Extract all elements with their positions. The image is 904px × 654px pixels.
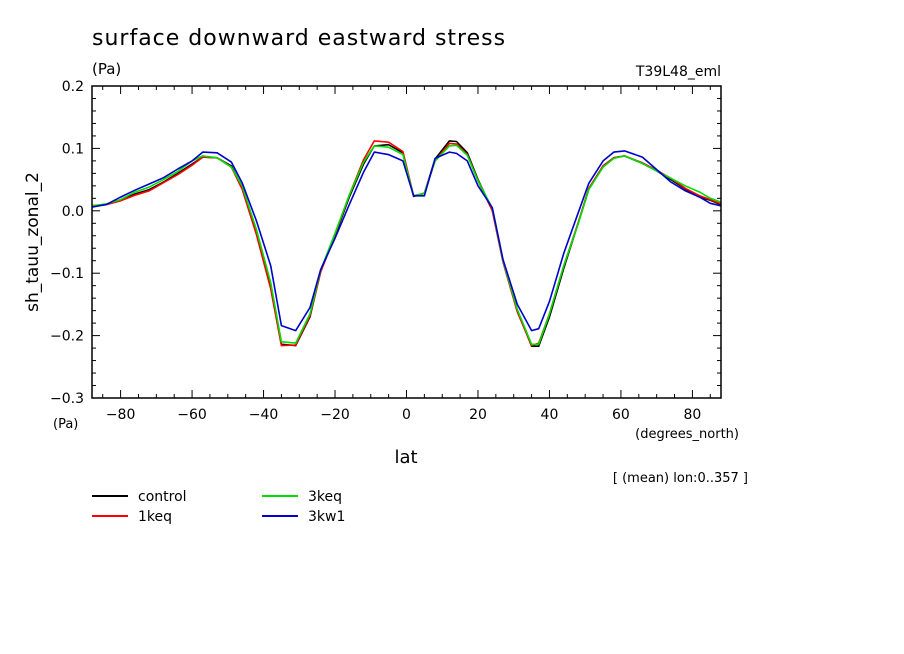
x-tick-label: 20 [469, 407, 487, 423]
x-tick-label: −20 [320, 407, 350, 423]
y-unit-label: (Pa) [53, 417, 78, 432]
units-label: (Pa) [92, 60, 121, 78]
x-tick-label: −80 [106, 407, 136, 423]
y-tick-label: −0.2 [50, 329, 84, 345]
legend-label-3kw1: 3kw1 [308, 509, 345, 525]
plot-frame [91, 85, 722, 399]
plot-area [91, 140, 722, 348]
y-tick-label: −0.1 [50, 266, 84, 282]
x-tick-label: 40 [541, 407, 559, 423]
x-tick-label: −40 [249, 407, 279, 423]
legend: control 1keq 3keq 3kw1 [92, 489, 345, 525]
x-axis-label: lat [394, 447, 417, 468]
x-tick-label: 0 [402, 407, 411, 423]
legend-label-control: control [138, 489, 187, 505]
x-tick-label: 80 [683, 407, 701, 423]
x-tick-label: 60 [612, 407, 630, 423]
y-tick-label: 0.0 [62, 204, 84, 220]
y-axis-label: sh_tauu_zonal_2 [23, 172, 43, 312]
x-axis: −80 −60 −40 −20 0 20 40 60 80 [102, 86, 711, 423]
y-tick-label: 0.2 [62, 79, 84, 95]
series-line-3kw1 [91, 150, 722, 332]
y-tick-label: −0.3 [50, 391, 84, 407]
y-tick-label: 0.1 [62, 141, 84, 157]
legend-label-3keq: 3keq [308, 489, 342, 505]
y-axis: −0.3 −0.2 −0.1 0.0 0.1 0.2 [50, 79, 721, 407]
x-unit-label: (degrees_north) [635, 427, 739, 442]
run-label: T39L48_eml [635, 64, 721, 80]
x-tick-label: −60 [177, 407, 207, 423]
series-line-3keq [91, 144, 722, 346]
legend-label-1keq: 1keq [138, 509, 172, 525]
chart-note: [ (mean) lon:0..357 ] [613, 471, 748, 486]
chart-title: surface downward eastward stress [92, 26, 506, 51]
